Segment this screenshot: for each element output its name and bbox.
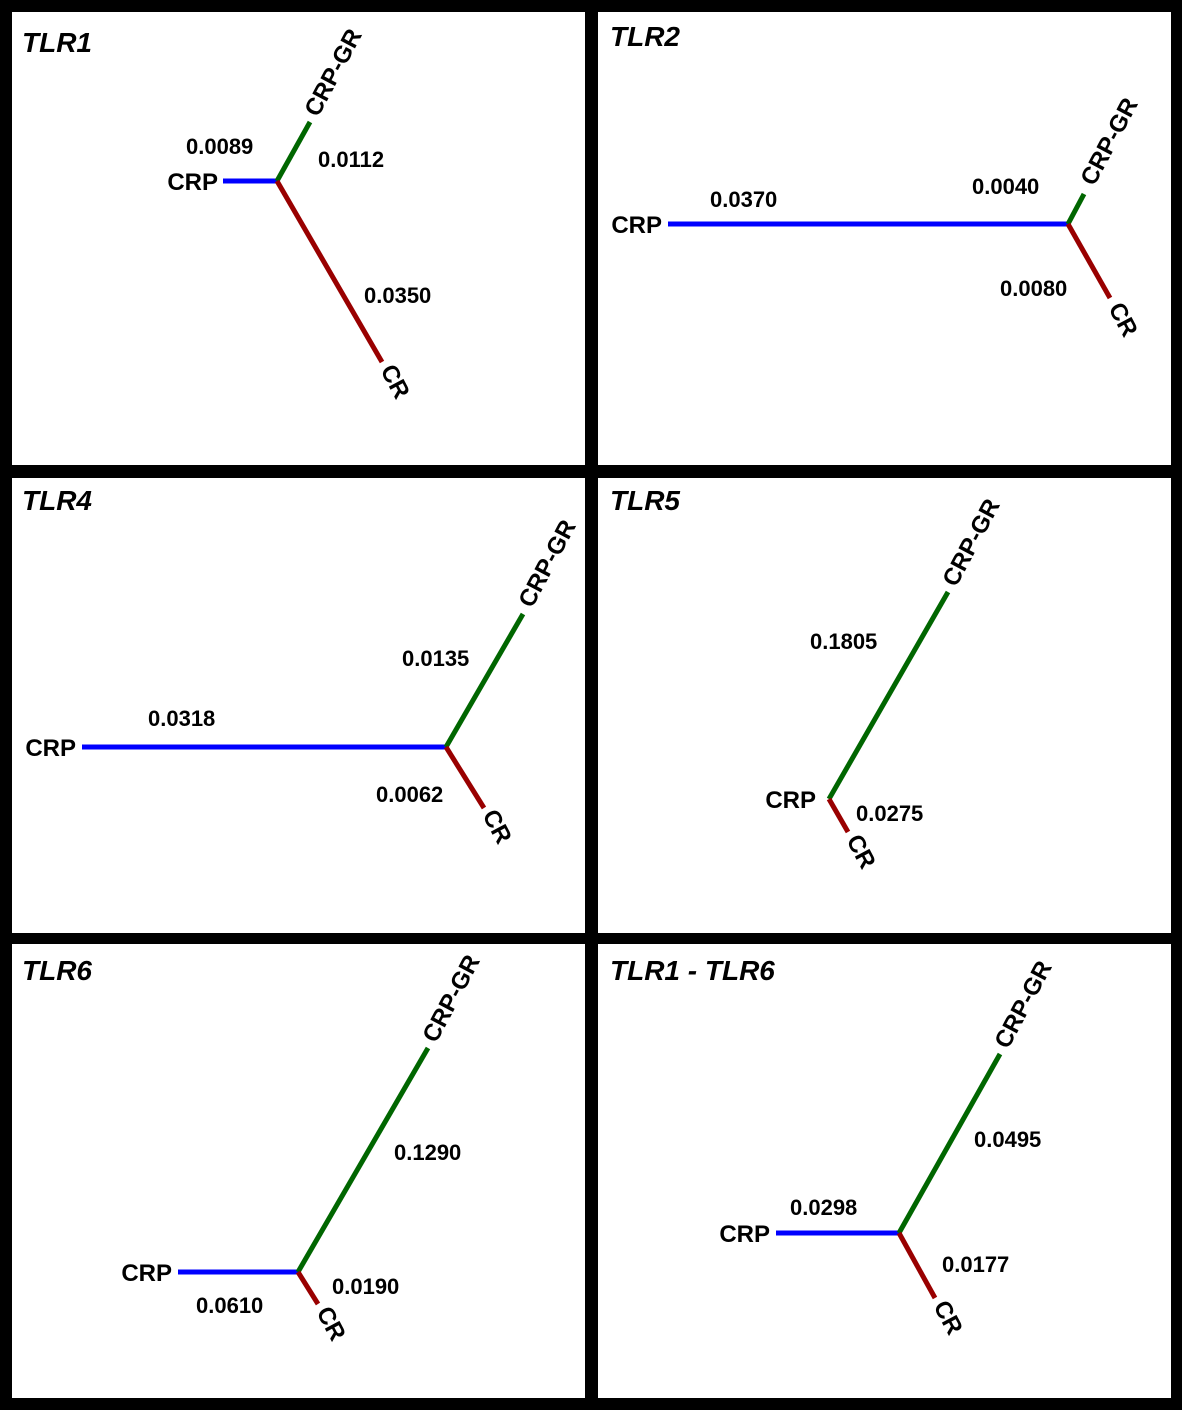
branch-length-cr: 0.0350 [364, 283, 431, 308]
panel-background [12, 944, 585, 1398]
panel-background [12, 478, 585, 933]
branch-length-cr: 0.0177 [942, 1252, 1009, 1277]
panel-background [598, 12, 1171, 465]
branch-length-cr: 0.0080 [1000, 276, 1067, 301]
branch-crp-gr [896, 1052, 1003, 1235]
panel-title: TLR5 [610, 485, 680, 516]
branch-length-crp-gr: 0.1805 [810, 629, 877, 654]
branch-length-cr: 0.0062 [376, 782, 443, 807]
branch-crp-gr [443, 612, 526, 749]
branch-cr [896, 1231, 938, 1300]
branch-length-crp: 0.0089 [186, 134, 253, 159]
branch-length-crp: 0.0318 [148, 706, 215, 731]
branch-crp-gr [1065, 192, 1087, 226]
branch-length-crp: 0.0370 [710, 187, 777, 212]
panel-title: TLR6 [22, 955, 92, 986]
branch-length-crp: 0.0610 [196, 1293, 263, 1318]
panel-title: TLR2 [610, 21, 680, 52]
branch-crp-gr [274, 120, 313, 183]
panel-title: TLR1 - TLR6 [610, 955, 775, 986]
taxon-label-crp: CRP [121, 1260, 172, 1287]
branch-length-crp-gr: 0.0135 [402, 646, 469, 671]
taxon-label-crp: CRP [167, 169, 218, 196]
branch-crp-gr [826, 590, 951, 801]
branch-crp-gr [295, 1046, 431, 1274]
taxon-label-crp: CRP [765, 787, 816, 814]
branch-length-cr: 0.0190 [332, 1274, 399, 1299]
branch-length-cr: 0.0275 [856, 801, 923, 826]
taxon-label-crp: CRP [25, 735, 76, 762]
taxon-label-crp: CRP [719, 1221, 770, 1248]
branch-length-crp-gr: 0.0495 [974, 1127, 1041, 1152]
branch-length-crp-gr: 0.0040 [972, 174, 1039, 199]
branch-cr [443, 745, 487, 810]
panel-title: TLR1 [22, 27, 92, 58]
taxon-label-crp: CRP [611, 212, 662, 239]
branch-cr [1065, 222, 1113, 300]
panel-title: TLR4 [22, 485, 92, 516]
branch-cr [274, 179, 385, 364]
branch-cr [295, 1270, 321, 1306]
branch-length-crp: 0.0298 [790, 1195, 857, 1220]
panel-background [12, 12, 585, 465]
panel-background [598, 944, 1171, 1398]
branch-length-crp-gr: 0.0112 [318, 147, 384, 172]
branch-length-crp-gr: 0.1290 [394, 1140, 461, 1165]
branch-cr [826, 797, 851, 834]
